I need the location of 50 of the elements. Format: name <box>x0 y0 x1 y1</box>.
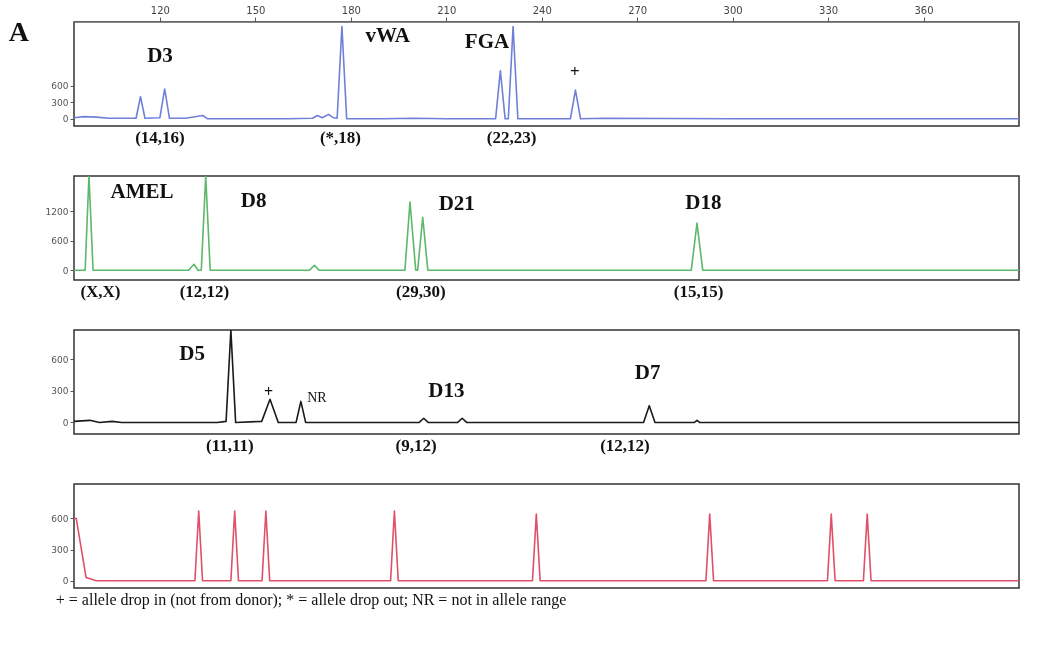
annotation: D3 <box>147 43 173 67</box>
text: (15,15) <box>673 282 724 301</box>
line-series <box>74 330 1019 424</box>
annotation: + <box>570 62 580 81</box>
x-tick-label: 360 <box>914 4 934 16</box>
y-tick-label: 600 <box>51 236 69 247</box>
text: (X,X) <box>80 282 121 301</box>
y-tick-label: 0 <box>62 265 69 276</box>
x-tick-label: 330 <box>819 4 839 16</box>
y-tick-label: 300 <box>51 545 69 556</box>
y-tick-label: 0 <box>62 417 69 428</box>
text: (29,30) <box>396 282 446 301</box>
annotation: D7 <box>634 360 661 384</box>
text: (11,11) <box>206 436 254 455</box>
text: (14,16) <box>135 128 185 147</box>
x-tick-label: 270 <box>628 4 648 16</box>
y-tick-label: 0 <box>62 114 69 125</box>
y-tick-label: 600 <box>51 513 69 524</box>
line-series <box>74 510 1019 582</box>
x-tick-label: 180 <box>341 4 361 16</box>
y-tick-label: 600 <box>51 354 69 365</box>
annotation: FGA <box>464 29 510 53</box>
line-series <box>74 25 1019 120</box>
y-tick-label: 300 <box>51 97 69 108</box>
text: (*,18) <box>319 128 362 147</box>
y-tick-label: 1200 <box>45 206 69 217</box>
x-tick-label: 150 <box>246 4 266 16</box>
x-tick-label: 210 <box>437 4 457 16</box>
y-tick-label: 300 <box>51 386 69 397</box>
text: (9,12) <box>395 436 437 455</box>
annotation: D13 <box>428 378 465 402</box>
annotation: AMEL <box>110 179 174 203</box>
text: (12,12) <box>600 436 650 455</box>
annotation: D18 <box>685 190 722 214</box>
text: + = allele drop in (not from donor); * = allele drop out; NR = not in allele range <box>55 591 567 609</box>
annotation: D21 <box>438 191 475 215</box>
x-tick-label: 240 <box>532 4 552 16</box>
text: (12,12) <box>179 282 230 301</box>
y-tick-label: 600 <box>51 81 69 92</box>
annotation: NR <box>307 390 328 405</box>
chart-title: A <box>8 16 30 47</box>
line-series <box>74 176 1019 271</box>
x-tick-label: 120 <box>150 4 170 16</box>
annotation: vWA <box>365 23 411 47</box>
x-tick-label: 300 <box>723 4 743 16</box>
text: (22,23) <box>486 128 537 147</box>
y-tick-label: 0 <box>62 576 69 587</box>
annotation: + <box>264 383 274 400</box>
annotation: D5 <box>179 341 205 365</box>
annotation: D8 <box>240 188 267 212</box>
